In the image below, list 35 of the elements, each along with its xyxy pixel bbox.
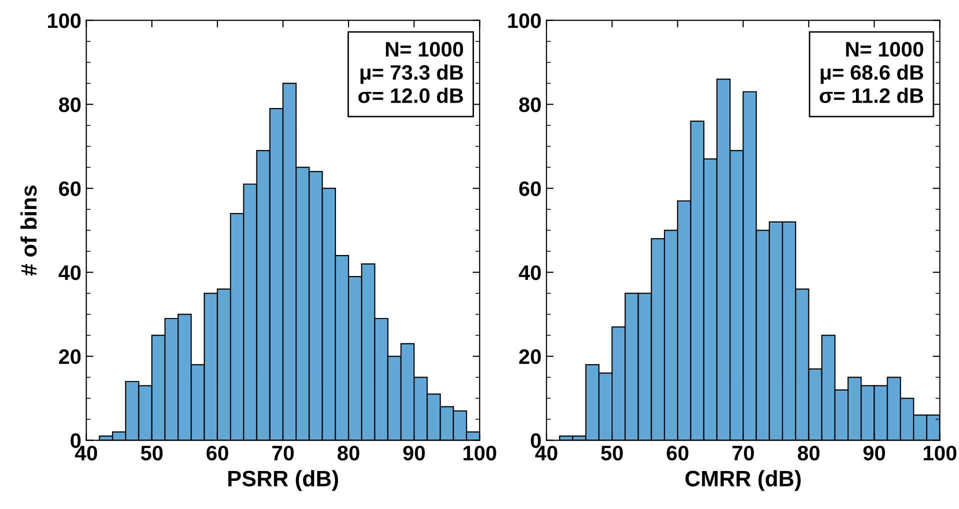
y-tick-label: 40 [518,265,541,280]
y-tick-label: 80 [519,97,541,112]
x-tick-label: 60 [666,446,688,460]
x-tick-label: 50 [601,446,623,460]
x-axis-title: CMRR (dB) [685,470,801,491]
x-tick-label: 80 [798,446,820,460]
y-tick-label: 60 [519,181,541,196]
annotation: σ= 12.0 dB [358,88,463,104]
x-tick-label: 70 [732,446,754,460]
y-axis-title: # of bins [20,186,37,276]
x-tick-label: 40 [75,446,98,460]
y-tick-label: 20 [59,349,81,364]
x-tick-label: 90 [863,446,885,460]
annotation: μ= 73.3 dB [360,64,463,84]
y-tick-label: 20 [519,349,541,364]
y-tick-label: 0 [70,433,81,448]
x-tick-label: 100 [464,446,496,460]
x-tick-label: 40 [535,446,558,460]
x-tick-label: 50 [140,446,163,460]
x-axis-title: PSRR (dB) [228,470,338,491]
x-tick-label: 60 [206,446,228,460]
annotation: σ= 11.2 dB [820,88,924,104]
x-tick-label: 90 [403,446,425,460]
y-tick-label: 0 [530,433,541,448]
x-tick-label: 80 [338,446,360,460]
annotation: μ= 68.6 dB [820,64,924,84]
annotation: N= 1000 [386,42,464,57]
y-tick-label: 100 [508,13,541,28]
y-tick-label: 80 [58,97,81,112]
y-tick-label: 60 [59,181,81,196]
x-tick-label: 100 [924,446,956,460]
y-tick-label: 100 [48,13,81,28]
annotation: N= 1000 [846,42,924,57]
y-tick-label: 40 [58,265,81,280]
x-tick-label: 70 [272,446,294,460]
